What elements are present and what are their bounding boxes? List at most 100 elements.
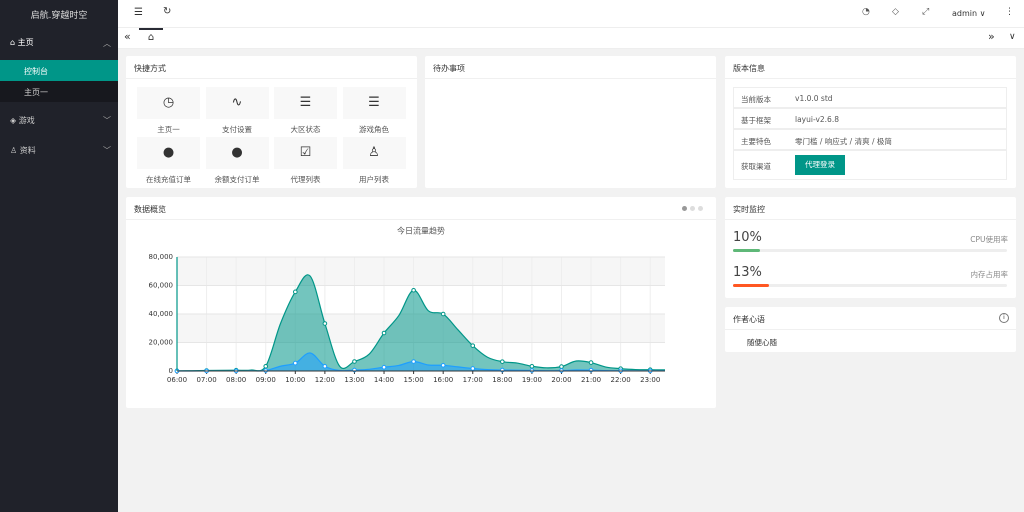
monitor-name: 内存占用率 — [970, 270, 1009, 279]
progress-track — [733, 284, 1007, 287]
quick-icon: ∿ — [231, 95, 243, 110]
user-menu[interactable]: admin ∨ — [952, 9, 986, 18]
divider — [126, 219, 716, 220]
data-point — [352, 359, 357, 364]
card-title: 待办事项 — [433, 64, 465, 73]
quick-link[interactable]: ♙ — [342, 137, 406, 169]
y-tick-label: 60,000 — [149, 282, 174, 290]
user-name: admin — [952, 9, 978, 18]
grid-band — [177, 257, 665, 286]
card-title: 数据概览 — [134, 205, 166, 214]
version-row: 主要特色 零门槛 / 响应式 / 清爽 / 极简 — [733, 129, 1007, 150]
note[interactable]: ◇ — [892, 7, 899, 17]
x-tick-label: 06:00 — [167, 376, 187, 384]
tabs-bar: « ⌂ » ∨ — [118, 28, 1024, 49]
progress-bar — [733, 284, 769, 287]
tab-menu[interactable]: ∨ — [1009, 32, 1016, 42]
data-point — [263, 363, 269, 369]
version-row: 获取渠道 代理登录 — [733, 150, 1007, 180]
data-point — [293, 360, 298, 366]
data-point — [440, 311, 446, 317]
area — [177, 274, 665, 371]
x-tick-label: 21:00 — [581, 376, 601, 384]
data-point — [440, 363, 446, 368]
x-tick-label: 19:00 — [522, 376, 542, 384]
arrow: ︿ — [103, 39, 111, 48]
divider — [126, 78, 417, 79]
quick-link[interactable]: ∿ — [205, 87, 269, 119]
data-point — [322, 321, 328, 326]
header: ☰ ↻ ◔ ◇ ⤢ admin ∨ ⋮ — [118, 0, 1024, 28]
quick-link[interactable]: ● — [137, 137, 200, 169]
author-card: 作者心语 i 随便心随 — [725, 307, 1016, 352]
row-key: 基于框架 — [741, 116, 771, 125]
card-title: 作者心语 — [733, 315, 765, 324]
carousel-dot[interactable] — [682, 206, 687, 211]
row-value: 零门槛 / 响应式 / 清爽 / 极简 — [795, 137, 892, 146]
area — [177, 352, 665, 371]
x-tick-label: 09:00 — [256, 376, 276, 384]
divider — [725, 78, 1016, 79]
menu-game[interactable]: ◈ 游戏 — [10, 116, 35, 125]
quick-icon: ◷ — [162, 95, 175, 110]
y-tick-label: 40,000 — [149, 310, 174, 318]
menu-home[interactable]: ⌂ 主页 — [10, 38, 34, 47]
x-tick-label: 10:00 — [285, 376, 305, 384]
data-point — [293, 289, 298, 295]
info-icon[interactable]: i — [999, 313, 1009, 323]
row-value: v1.0.0 std — [795, 94, 833, 103]
x-tick-label: 07:00 — [196, 376, 216, 384]
menu-label: 游戏 — [18, 116, 35, 125]
menu-label: 主页一 — [24, 88, 48, 97]
quick-link[interactable]: ☰ — [342, 87, 406, 119]
data-point — [470, 366, 476, 371]
quick-icon: ☰ — [299, 95, 312, 110]
y-tick-label: 0 — [169, 367, 173, 375]
quick-link[interactable]: ◷ — [137, 87, 200, 119]
refresh[interactable]: ↻ — [163, 6, 172, 17]
menu-item[interactable]: 主页一 — [0, 81, 118, 102]
data-point — [500, 359, 505, 364]
data-point — [322, 363, 328, 369]
quick-link[interactable]: ● — [205, 137, 269, 169]
data-point — [411, 359, 416, 364]
chart-title: 今日流量趋势 — [397, 226, 445, 236]
progress-track — [733, 249, 1007, 252]
quick-label: 代理列表 — [290, 175, 321, 184]
carousel-dot[interactable] — [690, 206, 695, 211]
quick-link[interactable]: ☑ — [274, 137, 337, 169]
agent-login-button[interactable]: 代理登录 — [795, 155, 845, 175]
divider — [425, 78, 716, 79]
quick-label: 用户列表 — [359, 175, 389, 184]
x-tick-label: 15:00 — [404, 376, 424, 384]
card-title: 版本信息 — [733, 64, 765, 73]
menu-toggle[interactable]: ☰ — [134, 7, 143, 18]
tab-prev[interactable]: « — [124, 30, 131, 43]
more[interactable]: ⋮ — [1005, 7, 1014, 17]
quick-label: 大区状态 — [290, 125, 321, 134]
x-tick-label: 20:00 — [551, 376, 571, 384]
tab-next[interactable]: » — [988, 30, 995, 43]
x-tick-label: 23:00 — [640, 376, 660, 384]
x-tick-label: 08:00 — [226, 376, 246, 384]
data-point — [381, 330, 387, 336]
carousel-dot[interactable] — [698, 206, 703, 211]
x-tick-label: 22:00 — [611, 376, 631, 384]
quick-link[interactable]: ☰ — [274, 87, 337, 119]
y-tick-label: 80,000 — [149, 253, 174, 261]
data-point — [411, 287, 416, 293]
todo-card: 待办事项 — [425, 56, 716, 188]
quick-icon: ● — [162, 145, 175, 160]
quick-label: 主页一 — [157, 125, 180, 134]
menu-data[interactable]: ♙ 资料 — [10, 146, 36, 155]
tab-home[interactable]: ⌂ — [139, 28, 163, 49]
card-title: 快捷方式 — [134, 64, 166, 73]
monitor-name: CPU使用率 — [970, 235, 1008, 244]
card-title: 实时监控 — [733, 205, 765, 214]
theme[interactable]: ◔ — [862, 7, 870, 17]
menu-active[interactable]: 控制台 — [0, 60, 118, 81]
version-card: 版本信息 当前版本 v1.0.0 std 基于框架 layui-v2.6.8 主要特… — [725, 56, 1016, 188]
x-tick-label: 17:00 — [463, 376, 483, 384]
fullscreen[interactable]: ⤢ — [922, 7, 930, 17]
